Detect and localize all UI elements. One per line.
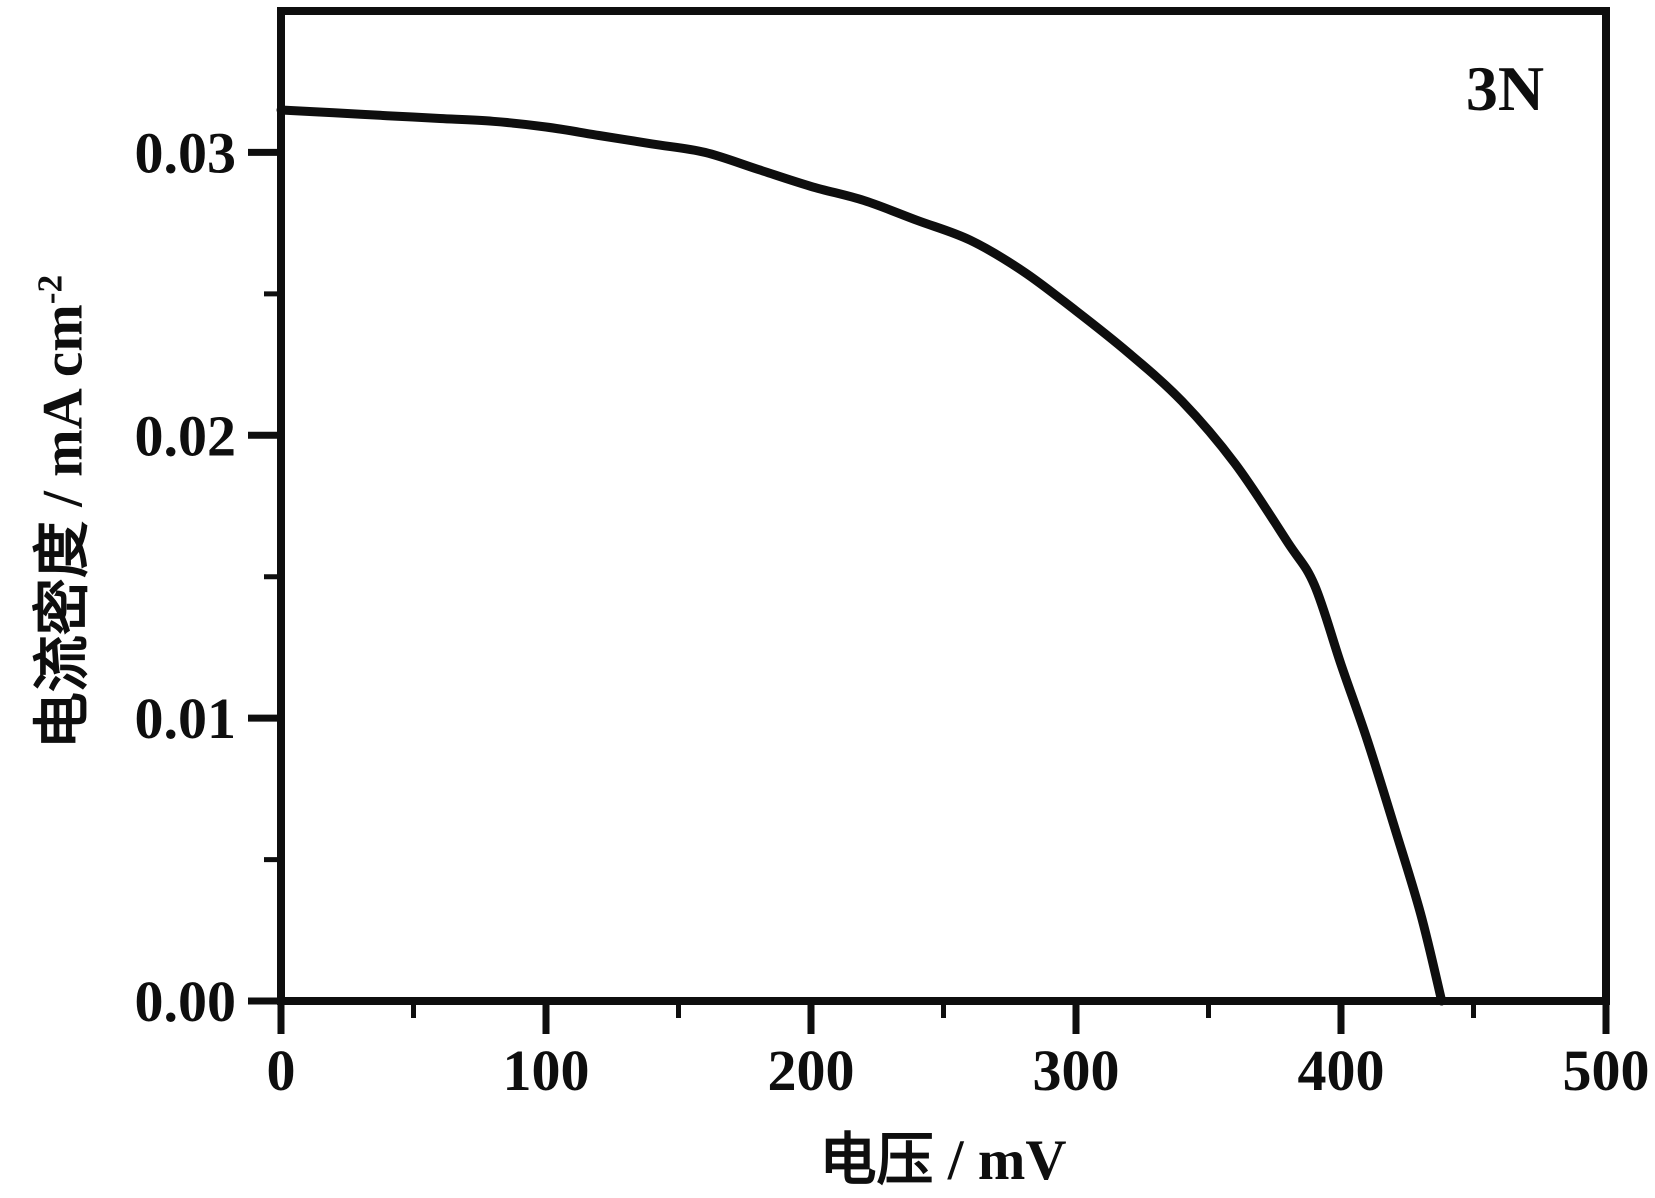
x-tick-label: 200 (768, 1038, 855, 1103)
x-tick-label: 400 (1298, 1038, 1385, 1103)
x-axis-title: 电压 / mV (819, 1129, 1067, 1192)
y-tick-label: 0.02 (135, 403, 237, 468)
x-tick-label: 500 (1563, 1038, 1650, 1103)
y-tick-label: 0.00 (135, 969, 237, 1034)
y-tick-label: 0.03 (135, 120, 237, 185)
jv-curve (276, 105, 1447, 1006)
y-axis-title: 电流密度 / mA cm-2 (30, 274, 95, 750)
plot-border (277, 7, 1610, 1005)
x-tick-label: 300 (1033, 1038, 1120, 1103)
series-annotation: 3N (1465, 53, 1545, 124)
y-tick-label: 0.01 (135, 686, 237, 751)
x-tick-label: 0 (267, 1038, 296, 1103)
x-tick-label: 100 (503, 1038, 590, 1103)
y-axis-title-superscript: -2 (30, 274, 70, 305)
y-axis-title-text: 电流密度 / mA cm (31, 304, 95, 750)
